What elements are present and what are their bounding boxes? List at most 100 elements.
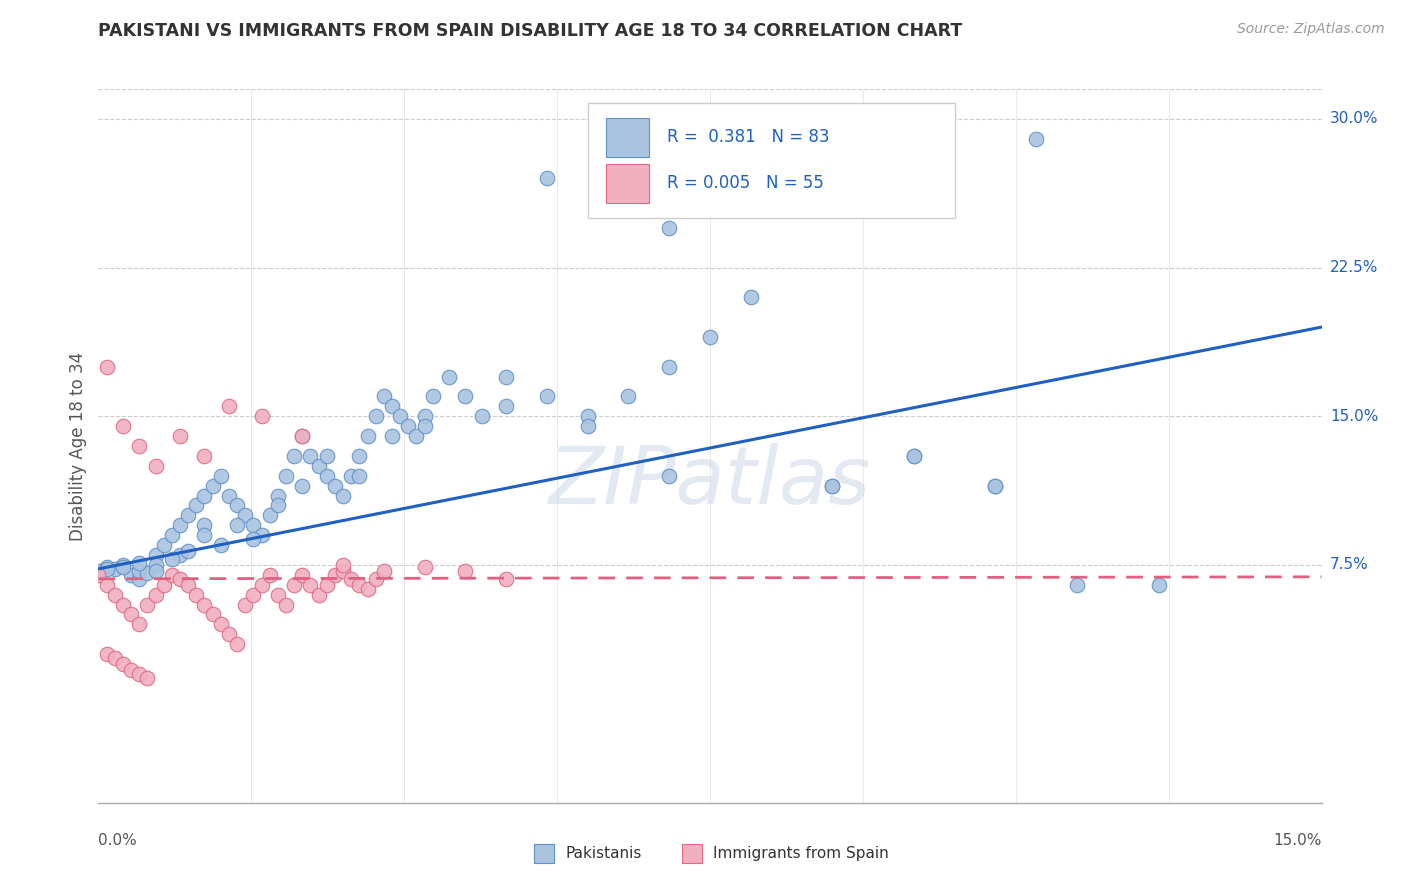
Point — [576, 409, 599, 424]
Point — [274, 598, 297, 612]
Point — [169, 518, 191, 533]
Point — [233, 598, 256, 612]
Point — [186, 588, 208, 602]
Point — [152, 538, 174, 552]
Point — [267, 499, 290, 513]
Point — [349, 449, 371, 463]
Point — [145, 558, 167, 572]
FancyBboxPatch shape — [606, 118, 648, 157]
Point — [536, 171, 558, 186]
Point — [340, 572, 363, 586]
Point — [242, 532, 264, 546]
Point — [364, 409, 387, 424]
Point — [283, 578, 305, 592]
Point — [267, 489, 290, 503]
Point — [128, 617, 150, 632]
Point — [437, 369, 460, 384]
Point — [495, 400, 517, 414]
Point — [128, 572, 150, 586]
Point — [396, 419, 419, 434]
Point — [315, 449, 337, 463]
Point — [315, 468, 337, 483]
Point — [111, 598, 134, 612]
Point — [356, 582, 378, 596]
Point — [209, 617, 232, 632]
Point — [96, 560, 118, 574]
Point — [201, 607, 224, 622]
Point — [699, 330, 721, 344]
Y-axis label: Disability Age 18 to 34: Disability Age 18 to 34 — [69, 351, 87, 541]
Point — [136, 671, 159, 685]
Point — [160, 567, 183, 582]
Point — [617, 389, 640, 403]
Text: 7.5%: 7.5% — [1330, 558, 1368, 573]
Point — [226, 518, 249, 533]
Text: 22.5%: 22.5% — [1330, 260, 1378, 275]
Point — [128, 667, 150, 681]
Point — [169, 548, 191, 562]
Point — [169, 429, 191, 443]
Text: ZIPatlas: ZIPatlas — [548, 442, 872, 521]
Point — [218, 627, 240, 641]
Point — [186, 499, 208, 513]
Point — [193, 528, 215, 542]
Point — [340, 468, 363, 483]
Point — [291, 478, 314, 492]
Point — [177, 508, 200, 523]
Point — [111, 558, 134, 572]
Point — [145, 588, 167, 602]
Point — [1066, 578, 1088, 592]
Point — [364, 572, 387, 586]
Point — [177, 544, 200, 558]
Point — [259, 508, 281, 523]
Point — [389, 409, 412, 424]
Point — [274, 468, 297, 483]
Text: 15.0%: 15.0% — [1330, 409, 1378, 424]
Point — [152, 578, 174, 592]
Point — [242, 588, 264, 602]
Point — [96, 647, 118, 661]
Point — [471, 409, 494, 424]
Point — [299, 578, 322, 592]
Point — [218, 400, 240, 414]
Point — [413, 409, 436, 424]
Point — [128, 564, 150, 578]
Point — [136, 598, 159, 612]
Point — [658, 221, 681, 235]
Point — [120, 607, 142, 622]
Point — [209, 538, 232, 552]
Point — [209, 468, 232, 483]
Point — [984, 478, 1007, 492]
Point — [96, 578, 118, 592]
Point — [291, 429, 314, 443]
FancyBboxPatch shape — [588, 103, 955, 218]
Text: 0.0%: 0.0% — [98, 833, 138, 848]
Point — [136, 566, 159, 580]
Point — [250, 409, 273, 424]
Text: 15.0%: 15.0% — [1274, 833, 1322, 848]
Point — [104, 588, 127, 602]
Point — [454, 389, 477, 403]
Point — [169, 572, 191, 586]
Point — [226, 499, 249, 513]
Point — [332, 564, 354, 578]
Text: Pakistanis: Pakistanis — [565, 847, 641, 861]
Point — [96, 562, 118, 576]
Point — [658, 359, 681, 374]
Point — [576, 419, 599, 434]
Point — [226, 637, 249, 651]
Point — [536, 389, 558, 403]
Point — [160, 552, 183, 566]
Text: Immigrants from Spain: Immigrants from Spain — [713, 847, 889, 861]
Point — [413, 419, 436, 434]
Point — [145, 564, 167, 578]
Point — [821, 478, 844, 492]
Point — [233, 508, 256, 523]
Point — [218, 489, 240, 503]
Point — [315, 578, 337, 592]
Point — [193, 449, 215, 463]
Point — [903, 449, 925, 463]
Point — [193, 489, 215, 503]
Point — [821, 478, 844, 492]
Point — [332, 489, 354, 503]
